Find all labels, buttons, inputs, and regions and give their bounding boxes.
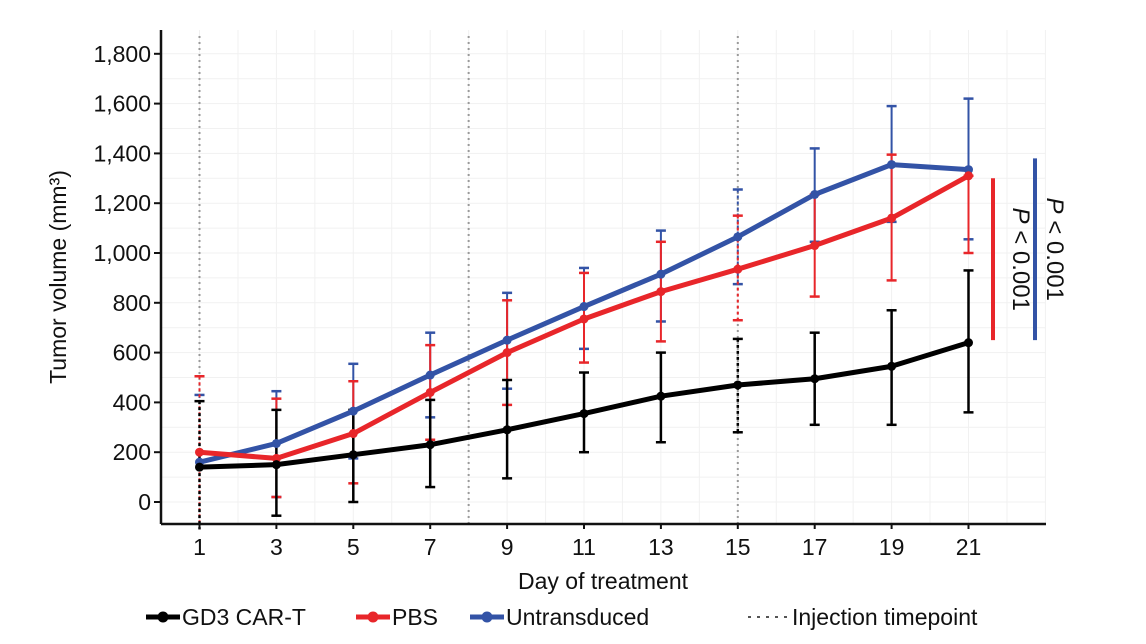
data-point [810, 189, 820, 199]
data-point [733, 232, 743, 242]
y-tick-label: 0 [138, 489, 151, 515]
data-point [195, 447, 204, 457]
data-point [502, 348, 512, 358]
x-tick-label: 9 [501, 534, 514, 560]
y-tick-label: 1,800 [93, 41, 151, 67]
data-point [425, 370, 435, 380]
data-point [887, 213, 897, 223]
data-point [887, 361, 897, 371]
p-symbol: P [1041, 198, 1068, 214]
p-value-label: P < 0.001 [1007, 208, 1034, 311]
x-tick-label: 11 [572, 534, 596, 560]
y-tick-label: 1,400 [93, 140, 151, 166]
legend: GD3 CAR-T PBS Untransduced Injection timepo… [146, 604, 978, 630]
data-point [348, 450, 358, 460]
data-point [964, 171, 973, 181]
p-threshold: < 0.001 [1007, 224, 1034, 311]
legend-label: Injection timepoint [792, 604, 978, 630]
data-point [656, 287, 666, 297]
x-tick-label: 3 [270, 534, 283, 560]
y-tick-label: 600 [113, 340, 151, 366]
data-point [964, 165, 973, 175]
y-tick-label: 200 [113, 439, 151, 465]
data-point [271, 460, 281, 470]
p-threshold: < 0.001 [1041, 214, 1068, 301]
data-point [348, 429, 358, 439]
x-tick-label: 21 [956, 534, 982, 560]
data-point [579, 409, 589, 419]
y-axis-title: Tumor volume (mm³) [45, 170, 71, 384]
data-point [656, 269, 666, 279]
data-point [733, 380, 743, 390]
y-tick-label: 800 [113, 290, 151, 316]
x-tick-label: 17 [802, 534, 828, 560]
data-point [810, 374, 820, 384]
y-tick-label: 1,000 [93, 240, 151, 266]
x-tick-label: 13 [648, 534, 674, 560]
p-symbol: P [1007, 208, 1034, 224]
legend-label: PBS [392, 604, 438, 630]
data-point [502, 335, 512, 345]
data-point [733, 264, 743, 274]
x-tick-label: 19 [879, 534, 905, 560]
data-point [502, 425, 512, 435]
legend-swatch-marker [157, 611, 169, 623]
grid [160, 30, 1046, 524]
x-tick-label: 1 [193, 534, 206, 560]
data-point [887, 160, 897, 170]
x-tick-label: 7 [424, 534, 437, 560]
data-point [271, 453, 281, 463]
y-tick-label: 1,200 [93, 190, 151, 216]
y-tick-label: 1,600 [93, 91, 151, 117]
data-point [348, 406, 358, 416]
data-point [656, 391, 666, 401]
x-axis-title: Day of treatment [518, 568, 689, 594]
data-point [271, 438, 281, 448]
p-value-label: P < 0.001 [1041, 198, 1068, 301]
x-ticks: 1 3 5 7 9 11 13 15 17 19 21 [193, 524, 981, 560]
x-tick-label: 15 [725, 534, 751, 560]
data-point [579, 302, 589, 312]
data-point [195, 462, 204, 472]
series-lines [195, 160, 973, 472]
data-point [810, 241, 820, 251]
y-ticks: 0 200 400 600 800 1,000 1,200 1,400 1,600 1,800 [93, 41, 161, 515]
data-point [425, 440, 435, 450]
legend-label: GD3 CAR-T [182, 604, 306, 630]
data-point [425, 387, 435, 397]
data-point [964, 338, 973, 348]
data-point [579, 314, 589, 324]
axes [159, 30, 1046, 526]
legend-swatch-marker [481, 611, 493, 623]
legend-label: Untransduced [506, 604, 649, 630]
legend-swatch-marker [367, 611, 379, 623]
y-tick-label: 400 [113, 389, 151, 415]
x-tick-label: 5 [347, 534, 360, 560]
